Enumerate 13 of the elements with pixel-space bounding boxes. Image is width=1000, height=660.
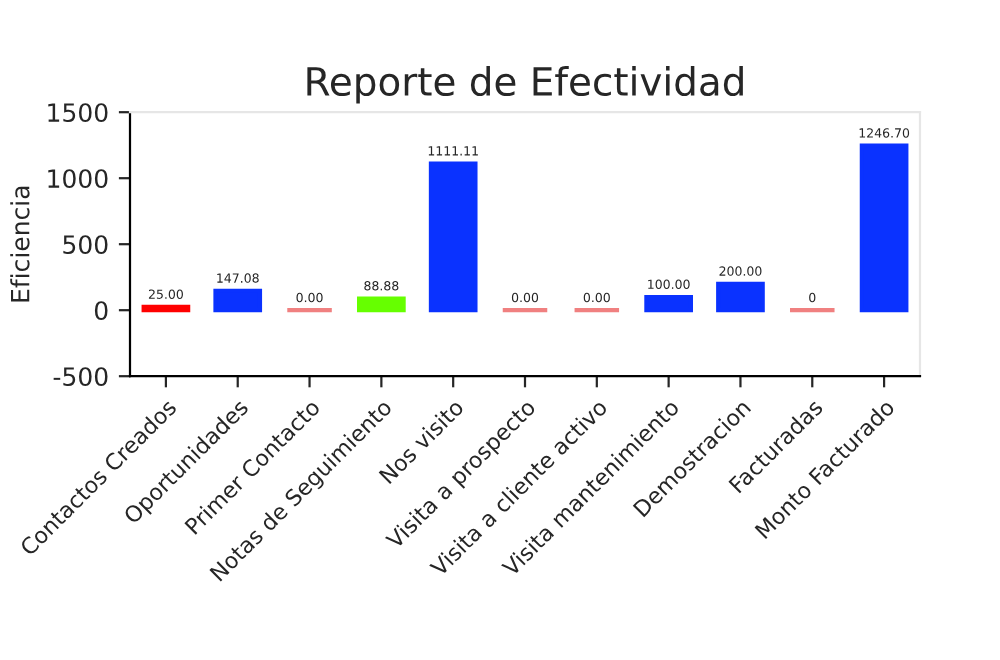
y-tick-label: 500	[63, 235, 108, 255]
y-tick-label: -500	[53, 367, 108, 387]
y-axis-title: Eficiencia	[10, 186, 30, 302]
chart-title: Reporte de Efectividad	[307, 65, 743, 104]
bar	[428, 161, 478, 313]
y-tick-label: 1000	[48, 169, 108, 189]
y-tick-label: 0	[94, 301, 108, 321]
bar	[213, 288, 263, 313]
y-tick-label: 1500	[48, 103, 108, 123]
bar	[644, 294, 693, 313]
bar	[859, 143, 909, 313]
bar	[357, 296, 406, 313]
bar	[716, 281, 765, 313]
